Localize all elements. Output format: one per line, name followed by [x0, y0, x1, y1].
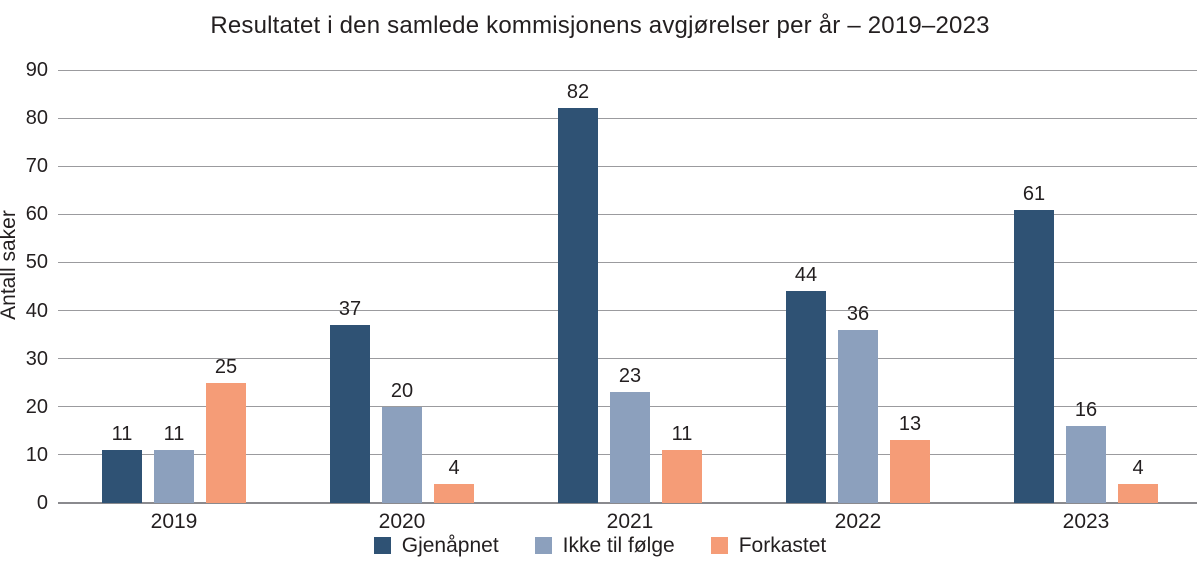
bar-value-label: 4	[448, 457, 460, 479]
gridline	[58, 117, 1197, 119]
bar-2019-Forkastet	[206, 383, 246, 503]
bar-value-label: 25	[214, 356, 238, 378]
legend-swatch	[710, 537, 728, 554]
x-tick-label: 2022	[834, 510, 882, 533]
bar-value-label: 16	[1074, 399, 1098, 421]
y-tick-label: 60	[25, 203, 48, 226]
bar-value-label: 13	[898, 413, 922, 435]
bar-2023-Gjenåpnet	[1014, 210, 1054, 503]
gridline	[58, 69, 1197, 71]
bar-value-label: 11	[111, 423, 133, 445]
bar-2022-Gjenåpnet	[786, 291, 826, 503]
bar-value-label: 11	[671, 423, 693, 445]
bar-2020-Forkastet	[434, 484, 474, 503]
bar-value-label: 4	[1132, 457, 1144, 479]
x-tick-label: 2021	[606, 510, 654, 533]
bar-2021-Gjenåpnet	[558, 108, 598, 503]
bar-value-label: 23	[618, 365, 642, 387]
bar-value-label: 37	[338, 298, 362, 320]
y-tick-label: 10	[25, 443, 48, 466]
gridline	[58, 213, 1197, 215]
y-tick-label: 50	[25, 251, 48, 274]
legend-label: Ikke til følge	[562, 534, 675, 557]
bar-value-label: 36	[846, 303, 870, 325]
bar-2022-Forkastet	[890, 440, 930, 503]
y-tick-label: 30	[25, 347, 48, 370]
y-tick-label: 40	[25, 299, 48, 322]
gridline	[58, 165, 1197, 167]
gridline	[58, 261, 1197, 263]
bar-2020-Gjenåpnet	[330, 325, 370, 503]
bar-value-label: 11	[163, 423, 185, 445]
legend-label: Forkastet	[738, 534, 827, 557]
y-tick-label: 80	[25, 107, 48, 130]
legend-swatch	[534, 537, 552, 554]
legend: Gjenåpnet Ikke til følge Forkastet	[0, 535, 1200, 556]
legend-item-Gjenåpnet: Gjenåpnet	[373, 534, 499, 557]
legend-swatch	[373, 537, 391, 554]
bar-2021-Ikke til følge	[610, 392, 650, 503]
y-tick-label: 70	[25, 155, 48, 178]
legend-item-Forkastet: Forkastet	[710, 534, 827, 557]
chart-title: Resultatet i den samlede kommisjonens av…	[210, 12, 990, 39]
plot-area: 0 10 20 30 40 50 60 70 80 90 11 11 25 2019 37 20 4 2020 82…	[26, 60, 1197, 533]
legend-label: Gjenåpnet	[401, 534, 499, 557]
legend-item-Ikke til følge: Ikke til følge	[534, 534, 675, 557]
x-tick-label: 2019	[150, 510, 198, 533]
y-tick-label: 20	[25, 395, 48, 418]
bar-value-label: 82	[566, 81, 590, 103]
x-tick-label: 2023	[1062, 510, 1110, 533]
bar-value-label: 44	[794, 264, 818, 286]
y-tick-label: 90	[25, 59, 48, 81]
bar-2021-Forkastet	[662, 450, 702, 503]
bar-2020-Ikke til følge	[382, 407, 422, 503]
gridline	[58, 358, 1197, 360]
bar-2023-Forkastet	[1118, 484, 1158, 503]
y-tick-label: 0	[36, 492, 48, 514]
bar-value-label: 20	[390, 380, 414, 402]
x-tick-label: 2020	[378, 510, 426, 533]
x-axis-line	[58, 502, 1197, 504]
bar-2022-Ikke til følge	[838, 330, 878, 503]
bar-2019-Gjenåpnet	[102, 450, 142, 503]
gridline	[58, 310, 1197, 312]
bar-2023-Ikke til følge	[1066, 426, 1106, 503]
bar-2019-Ikke til følge	[154, 450, 194, 503]
bar-value-label: 61	[1022, 183, 1046, 205]
